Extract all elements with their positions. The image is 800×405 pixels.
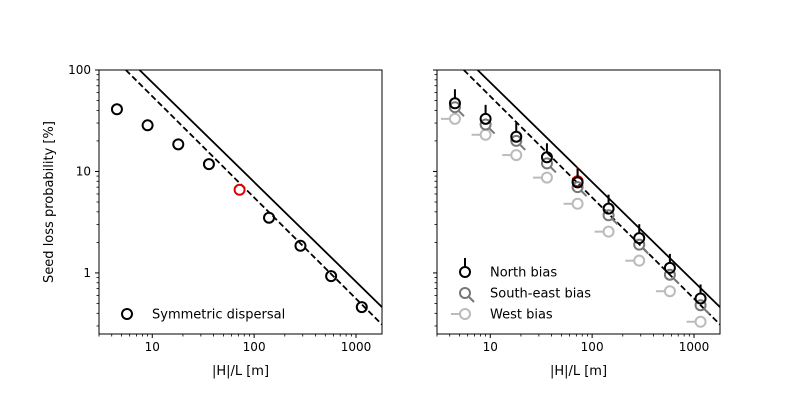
series-2 [440,112,707,328]
x-tick-label: 100 [581,340,604,354]
legend-item: West bias [451,308,553,323]
data-point [540,157,557,174]
data-point [233,183,246,196]
legend-label: Symmetric dispersal [152,308,285,323]
legend-marker [459,258,471,278]
series-1 [448,101,711,315]
x-tick-label: 100 [243,340,266,354]
data-point [633,224,646,245]
data-point [663,253,676,274]
data-point [448,89,461,110]
data-point [172,138,185,151]
plot-frame [98,69,383,335]
legend-marker [451,308,471,320]
plot-frame [436,69,721,335]
y-tick-label: 100 [68,63,91,77]
panel-right: 10 100 1000 |H|/L [m] North bias South-east b… [433,69,721,379]
data-point [663,268,680,285]
x-tick-label: 1000 [341,340,372,354]
legend-item: Symmetric dispersal [121,308,285,323]
data-point [202,158,215,171]
data-point [694,299,711,315]
x-axis-label: |H|/L [m] [212,364,269,379]
y-tick-label: 1 [83,266,91,280]
data-point [602,194,615,215]
data-point [479,104,492,125]
x-tick-label: 1000 [679,340,710,354]
data-point [571,168,584,189]
data-point [479,118,496,135]
data-point [571,181,588,197]
panel-left: 10 100 1000 1 10 100 |H|/L [m] Seed loss probab… [42,63,383,379]
y-axis-label: Seed loss probability [%] [42,121,57,283]
dashed-reference-line [125,70,382,326]
y-axis-ticks: 1 10 100 [68,63,99,327]
data-point [471,128,492,141]
data-point [355,301,368,314]
data-point [686,315,707,328]
legend-label: North bias [490,266,557,281]
solid-reference-line [476,70,720,308]
x-axis-label: |H|/L [m] [550,364,607,379]
data-series [440,89,711,328]
data-point [633,238,649,255]
y-tick-label: 10 [76,164,91,178]
data-point [325,270,338,283]
solid-reference-line [138,70,382,308]
data-point [110,103,123,116]
data-point [510,122,523,143]
x-tick-label: 10 [145,340,160,354]
data-point [540,143,553,164]
data-point [294,239,307,252]
x-axis-ticks: 10 100 1000 [436,334,710,354]
reference-lines [125,70,382,326]
legend-label: West bias [490,308,553,323]
data-point [694,284,707,305]
data-point [448,101,465,117]
legend-marker [121,308,133,320]
data-point [602,209,619,225]
data-series [110,103,368,314]
data-point [655,285,676,298]
legend-item: South-east bias [459,287,591,303]
legend: Symmetric dispersal [121,308,285,323]
series-0 [448,89,707,305]
data-point [502,149,523,162]
data-point [263,211,276,224]
legend-item: North bias [459,258,557,281]
series-1 [233,183,246,196]
data-point [532,171,553,184]
data-point [594,225,615,238]
data-point [440,112,461,125]
legend: North bias South-east bias West bias [451,258,591,323]
data-point [563,197,584,210]
legend-marker [459,287,475,303]
data-point [625,254,646,267]
x-tick-label: 10 [483,340,498,354]
data-point [141,119,154,132]
series-0 [110,103,368,314]
y-axis-ticks [433,69,437,327]
data-point [510,134,526,151]
legend-label: South-east bias [490,287,591,302]
x-axis-ticks: 10 100 1000 [98,334,372,354]
